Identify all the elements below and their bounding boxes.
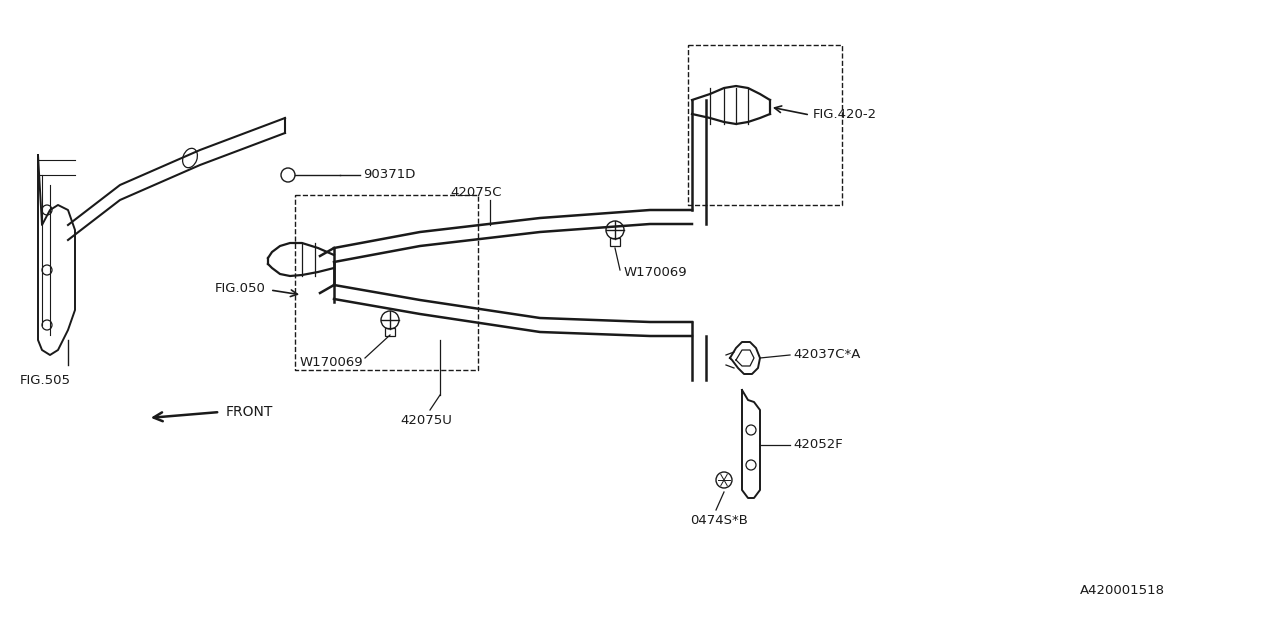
Text: 42075U: 42075U xyxy=(399,413,452,426)
Bar xyxy=(385,328,396,336)
Text: W170069: W170069 xyxy=(625,266,687,278)
Text: 0474S*B: 0474S*B xyxy=(690,513,748,527)
Text: FIG.420-2: FIG.420-2 xyxy=(813,109,877,122)
Text: FIG.505: FIG.505 xyxy=(20,374,70,387)
Text: 42075C: 42075C xyxy=(451,186,502,198)
Text: 42052F: 42052F xyxy=(794,438,842,451)
Text: FIG.050: FIG.050 xyxy=(215,282,266,294)
Text: 42037C*A: 42037C*A xyxy=(794,349,860,362)
Text: 90371D: 90371D xyxy=(364,168,416,182)
Text: A420001518: A420001518 xyxy=(1080,584,1165,596)
Text: W170069: W170069 xyxy=(300,355,364,369)
Text: FRONT: FRONT xyxy=(227,405,274,419)
Bar xyxy=(611,238,620,246)
